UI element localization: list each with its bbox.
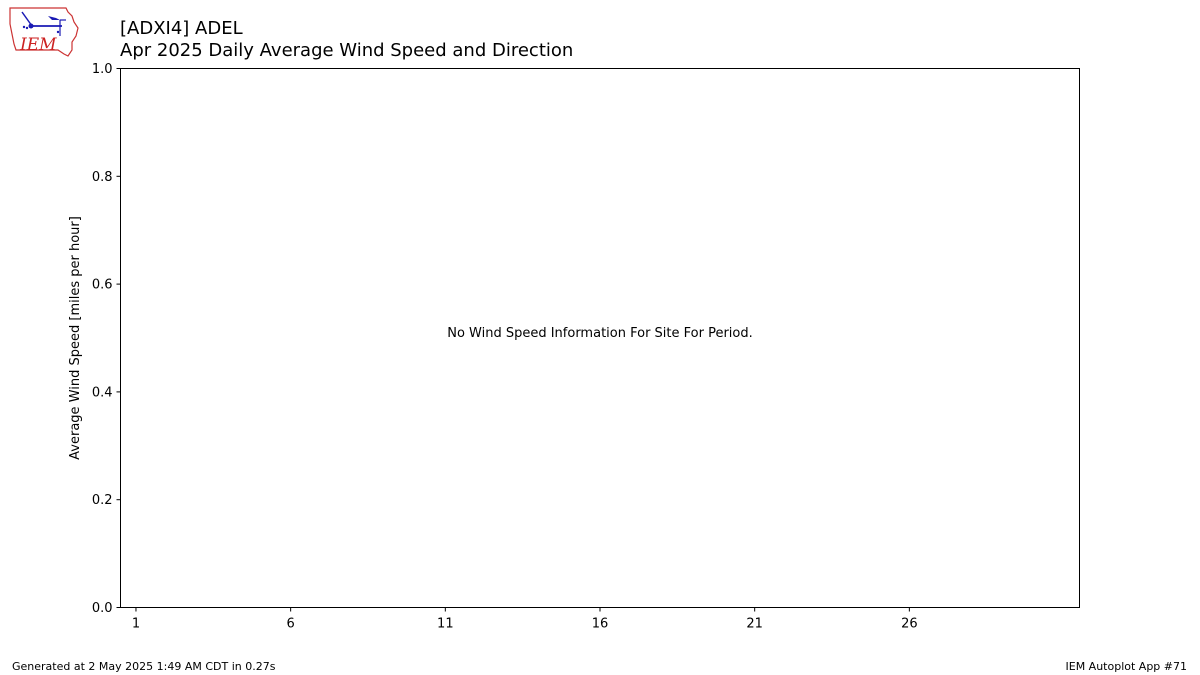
plot-frame [120,68,1080,608]
y-tick-label: 0.4 [92,385,113,400]
x-tick-label: 1 [132,617,140,632]
logo-text: IEM [19,35,57,55]
plot-area [120,68,1080,608]
y-tick-label: 0.0 [92,601,113,616]
iem-iowa-logo-icon: IEM [9,7,79,57]
chart-title-station: [ADXI4] ADEL [120,18,243,39]
x-tick-label: 6 [287,617,295,632]
chart-title: Apr 2025 Daily Average Wind Speed and Di… [120,40,574,61]
x-tick-label: 26 [901,617,918,632]
x-tick-label: 16 [592,617,609,632]
y-tick-label: 0.8 [92,170,113,185]
x-tick-label: 11 [437,617,454,632]
x-axis: 1 6 11 16 21 26 [132,607,918,632]
y-axis: 0.0 0.2 0.4 0.6 0.8 1.0 [92,62,121,616]
y-tick-label: 1.0 [92,62,113,77]
y-tick-label: 0.6 [92,278,113,293]
no-data-annotation: No Wind Speed Information For Site For P… [447,326,753,341]
generated-timestamp: Generated at 2 May 2025 1:49 AM CDT in 0… [12,660,276,673]
y-tick-label: 0.2 [92,493,113,508]
app-id-label: IEM Autoplot App #71 [1065,660,1188,673]
x-tick-label: 21 [746,617,763,632]
y-axis-label: Average Wind Speed [miles per hour] [68,216,83,460]
